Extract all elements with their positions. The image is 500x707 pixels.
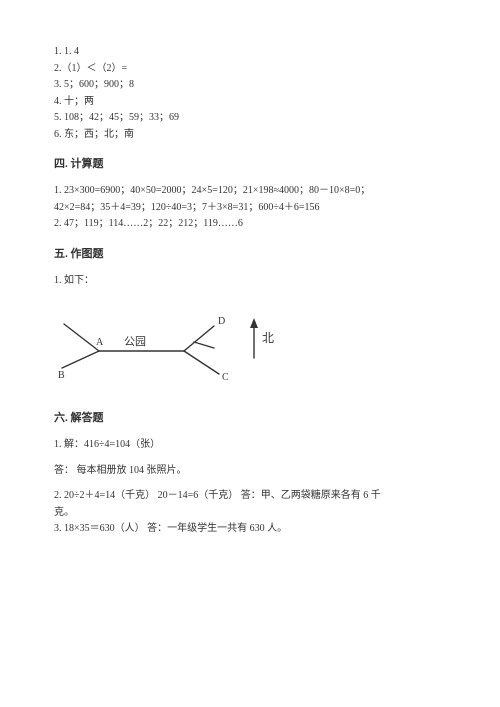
svg-text:B: B [58,370,65,381]
line-6-2: 答： 每本相册放 104 张照片。 [54,463,446,479]
line-6-3b: 克。 [54,505,446,521]
line-1-4: 4. 十；两 [54,94,446,110]
park-diagram: A B 公园 D C 北 [54,296,294,396]
section-4-body: 1. 23×300=6900；40×50=2000；24×5=120；21×19… [54,183,446,232]
line-6-3a: 2. 20÷2＋4=14（千克） 20－14=6（千克） 答：甲、乙两袋糖原来各… [54,488,446,504]
line-1-3: 3. 5；600；900；8 [54,77,446,93]
line-1-2: 2.（1）＜（2）= [54,61,446,77]
section-4-title: 四. 计算题 [54,156,446,173]
svg-text:A: A [96,337,104,348]
line-6-4: 3. 18×35＝630（人） 答：一年级学生一共有 630 人。 [54,521,446,537]
line-4-2: 42×2=84；35＋4=39；120÷40=3；7＋3×8=31；600÷4＋… [54,200,446,216]
section-6-body: 1. 解：416÷4=104（张） 答： 每本相册放 104 张照片。 2. 2… [54,437,446,537]
block-1: 1. 1. 4 2.（1）＜（2）= 3. 5；600；900；8 4. 十；两… [54,44,446,142]
line-4-1: 1. 23×300=6900；40×50=2000；24×5=120；21×19… [54,183,446,199]
line-1-5: 5. 108；42；45；59；33；69 [54,110,446,126]
svg-text:C: C [222,372,229,383]
line-1-1: 1. 1. 4 [54,44,446,60]
diagram-container: A B 公园 D C 北 [54,296,446,396]
section-5-title: 五. 作图题 [54,246,446,263]
svg-text:北: 北 [262,331,274,345]
line-5-1: 1. 如下： [54,273,446,289]
svg-text:D: D [218,316,225,327]
line-1-6: 6. 东；西；北；南 [54,127,446,143]
line-4-3: 2. 47；119；114……2；22；212；119……6 [54,216,446,232]
svg-text:公园: 公园 [124,335,146,348]
section-5-body: 1. 如下： [54,273,446,289]
section-6-title: 六. 解答题 [54,410,446,427]
line-6-1: 1. 解：416÷4=104（张） [54,437,446,453]
